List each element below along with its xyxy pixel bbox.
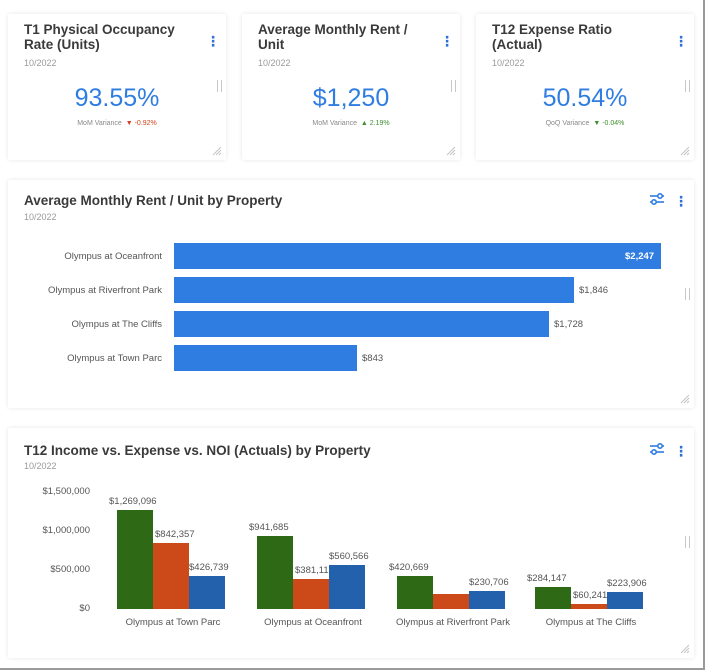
- resize-handle-icon[interactable]: [680, 394, 690, 404]
- series-bar: [607, 592, 643, 609]
- kpi-title-line2: Unit: [258, 37, 285, 52]
- series-bar: [153, 543, 189, 609]
- kpi-value: 93.55%: [74, 84, 160, 112]
- income-expense-card: T12 Income vs. Expense vs. NOI (Actuals)…: [8, 428, 694, 658]
- chart-title: Average Monthly Rent / Unit by Property: [24, 193, 283, 208]
- bar-value-label: $223,906: [607, 578, 647, 589]
- chart-date: 10/2022: [24, 461, 57, 471]
- drag-grip-icon[interactable]: [451, 80, 456, 92]
- series-bar: [469, 591, 505, 609]
- y-axis-tick-label: $0: [79, 603, 90, 614]
- income-expense-grouped-bar-chart: $1,500,000 $1,000,000 $500,000 $0 $1,269,096…: [8, 428, 694, 658]
- kpi-title-line2: Rate (Units): [24, 37, 100, 52]
- variance-value: ▼ -0.04%: [593, 120, 625, 127]
- kpi-date: 10/2022: [258, 58, 291, 68]
- chart-title: T12 Income vs. Expense vs. NOI (Actuals)…: [24, 443, 371, 458]
- bar-value-label: $1,269,096: [109, 496, 157, 507]
- kpi-variance: MoM Variance ▼ -0.92%: [8, 120, 226, 127]
- bar-value-label: $230,706: [469, 577, 509, 588]
- drag-grip-icon[interactable]: [217, 80, 222, 92]
- kpi-variance: MoM Variance ▲ 2.19%: [242, 120, 460, 127]
- variance-value: ▼ -0.92%: [125, 120, 157, 127]
- bar-value-label: $2,247: [625, 251, 655, 262]
- resize-handle-icon[interactable]: [680, 644, 690, 654]
- series-bar: [397, 576, 433, 609]
- variance-label: QoQ Variance: [545, 120, 590, 127]
- drag-grip-icon[interactable]: [685, 536, 690, 548]
- y-axis-tick-label: $1,500,000: [42, 486, 90, 497]
- bar-category-label: Olympus at Riverfront Park: [47, 285, 162, 296]
- x-axis-category-label: Olympus at Town Parc: [125, 617, 221, 628]
- variance-value: ▲ 2.19%: [360, 120, 390, 127]
- chart-date: 10/2022: [24, 212, 57, 222]
- kebab-menu-icon[interactable]: ⋮: [674, 193, 688, 209]
- resize-handle-icon[interactable]: [680, 146, 690, 156]
- bar-value-label: $420,669: [389, 562, 429, 573]
- rent-by-property-card: Average Monthly Rent / Unit by Property …: [8, 180, 694, 408]
- bar-value-label: $60,241: [573, 590, 608, 601]
- resize-handle-icon[interactable]: [212, 146, 222, 156]
- kpi-date: 10/2022: [492, 58, 525, 68]
- kpi-title-line1: T12 Expense Ratio: [492, 22, 613, 37]
- series-bar: [293, 579, 329, 609]
- rent-bar: [174, 277, 574, 303]
- bar-value-label: $941,685: [249, 522, 289, 533]
- bar-value-label: $426,739: [189, 562, 229, 573]
- variance-label: MoM Variance: [77, 120, 122, 127]
- x-axis-category-label: Olympus at The Cliffs: [545, 617, 637, 628]
- kpi-card-avg-rent: Average Monthly Rent / Unit 10/2022 ⋮ $1…: [242, 14, 460, 160]
- series-bar: [571, 604, 607, 609]
- bar-category-label: Olympus at Town Parc: [67, 353, 162, 364]
- resize-handle-icon[interactable]: [446, 146, 456, 156]
- kpi-title-line2: (Actual): [492, 37, 543, 52]
- kebab-menu-icon[interactable]: ⋮: [206, 33, 220, 49]
- bar-value-label: $381,119: [295, 565, 334, 576]
- kpi-title-line1: Average Monthly Rent /: [258, 22, 408, 37]
- kebab-menu-icon[interactable]: ⋮: [440, 33, 454, 49]
- series-bar: [257, 536, 293, 609]
- kpi-title: T12 Expense Ratio (Actual): [492, 22, 612, 52]
- x-axis-category-label: Olympus at Oceanfront: [264, 617, 362, 628]
- drag-grip-icon[interactable]: [685, 80, 690, 92]
- rent-bar: [174, 243, 661, 269]
- rent-bar-chart: Olympus at Oceanfront $2,247 Olympus at Ri…: [8, 180, 694, 408]
- filter-settings-icon[interactable]: [649, 192, 665, 206]
- series-bar: [535, 587, 571, 609]
- kpi-title: Average Monthly Rent / Unit: [258, 22, 408, 52]
- kpi-variance: QoQ Variance ▼ -0.04%: [476, 120, 694, 127]
- kebab-menu-icon[interactable]: ⋮: [674, 33, 688, 49]
- filter-settings-icon[interactable]: [649, 442, 665, 456]
- bar-category-label: Olympus at Oceanfront: [64, 251, 162, 262]
- y-axis-tick-label: $500,000: [50, 564, 90, 575]
- bar-value-label: $1,728: [554, 319, 584, 330]
- bar-value-label: $560,566: [329, 551, 369, 562]
- bar-value-label: $842,357: [155, 529, 195, 540]
- series-bar: [433, 594, 469, 609]
- bar-value-label: $284,147: [527, 573, 567, 584]
- bar-category-label: Olympus at The Cliffs: [71, 319, 162, 330]
- series-bar: [189, 576, 225, 609]
- drag-grip-icon[interactable]: [685, 288, 690, 300]
- rent-bar: [174, 311, 549, 337]
- bar-value-label: $843: [362, 353, 384, 364]
- kpi-card-expense-ratio: T12 Expense Ratio (Actual) 10/2022 ⋮ 50.…: [476, 14, 694, 160]
- rent-bar: [174, 345, 357, 371]
- variance-label: MoM Variance: [312, 120, 357, 127]
- kpi-date: 10/2022: [24, 58, 57, 68]
- kpi-card-occupancy: T1 Physical Occupancy Rate (Units) 10/20…: [8, 14, 226, 160]
- kebab-menu-icon[interactable]: ⋮: [674, 443, 688, 459]
- kpi-value: $1,250: [312, 84, 390, 112]
- window-border-right: [703, 0, 705, 670]
- y-axis-tick-label: $1,000,000: [42, 525, 90, 536]
- bar-value-label: $1,846: [579, 285, 609, 296]
- kpi-title: T1 Physical Occupancy Rate (Units): [24, 22, 175, 52]
- kpi-value: 50.54%: [542, 84, 628, 112]
- kpi-title-line1: T1 Physical Occupancy: [24, 22, 175, 37]
- window-border-bottom: [0, 668, 705, 670]
- series-bar: [329, 565, 365, 609]
- x-axis-category-label: Olympus at Riverfront Park: [395, 617, 511, 628]
- series-bar: [117, 510, 153, 609]
